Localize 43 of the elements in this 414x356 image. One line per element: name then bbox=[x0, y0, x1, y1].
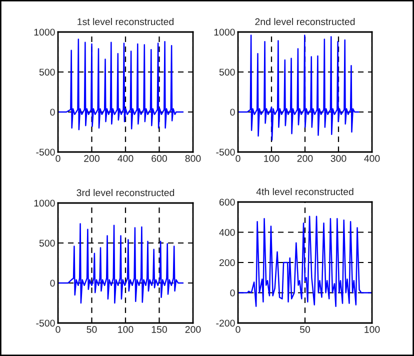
x-tick-label: 300 bbox=[330, 155, 346, 162]
y-tick-label: 200 bbox=[219, 259, 235, 266]
y-tick-label: 500 bbox=[39, 68, 55, 76]
x-tick-label: 100 bbox=[364, 326, 380, 333]
x-tick-label: 200 bbox=[84, 155, 100, 162]
x-tick-label: 200 bbox=[185, 326, 201, 333]
x-tick-label: 400 bbox=[364, 155, 380, 162]
y-tick-label: -500 bbox=[36, 148, 55, 156]
y-tick-label: 0 bbox=[50, 108, 55, 116]
y-tick-label: 1000 bbox=[34, 200, 55, 207]
y-tick-label: 500 bbox=[39, 240, 55, 247]
x-tick-label: 0 bbox=[56, 326, 60, 333]
x-tick-label: 600 bbox=[152, 155, 167, 162]
line-series bbox=[238, 216, 372, 307]
y-tick-label: 1000 bbox=[214, 28, 235, 36]
y-tick-label: 600 bbox=[219, 198, 235, 206]
x-tick-label: 50 bbox=[86, 326, 97, 333]
x-tick-label: 400 bbox=[118, 155, 134, 162]
x-tick-label: 0 bbox=[236, 326, 240, 333]
x-tick-label: 100 bbox=[118, 326, 134, 333]
y-tick-label: 500 bbox=[219, 68, 235, 76]
x-tick-label: 800 bbox=[185, 155, 201, 162]
x-tick-label: 150 bbox=[152, 326, 167, 333]
y-tick-label: 0 bbox=[50, 280, 55, 287]
line-series bbox=[58, 38, 184, 130]
line-series bbox=[238, 34, 360, 141]
y-tick-label: 1000 bbox=[34, 28, 55, 36]
chart-title: 1st level reconstructed bbox=[78, 18, 174, 26]
chart-title: 4th level reconstructed bbox=[256, 188, 354, 196]
y-tick-label: 0 bbox=[230, 289, 235, 296]
chart-title: 2nd level reconstructed bbox=[255, 18, 355, 26]
y-tick-label: -200 bbox=[216, 320, 235, 327]
x-tick-label: 0 bbox=[236, 155, 240, 162]
y-tick-label: 0 bbox=[230, 108, 235, 116]
y-tick-label: 400 bbox=[219, 228, 235, 236]
x-tick-label: 200 bbox=[297, 155, 313, 162]
x-tick-label: 0 bbox=[56, 155, 60, 162]
y-tick-label: -500 bbox=[36, 320, 55, 327]
line-series bbox=[58, 223, 184, 304]
x-tick-label: 50 bbox=[300, 326, 310, 333]
x-tick-label: 100 bbox=[264, 155, 280, 162]
chart-title: 3rd level reconstructed bbox=[76, 189, 174, 196]
y-tick-label: -500 bbox=[216, 148, 235, 156]
